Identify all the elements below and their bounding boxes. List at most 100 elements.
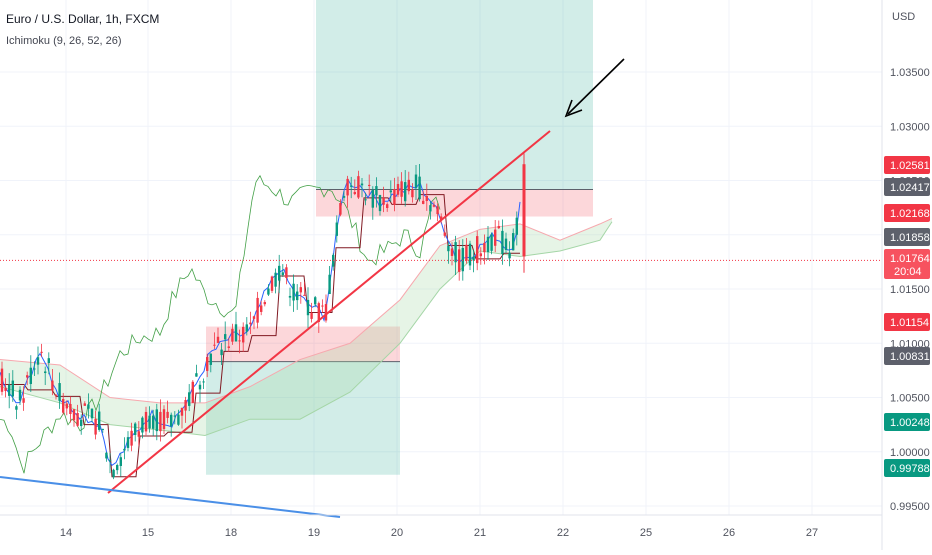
candle-body: [400, 181, 403, 197]
candle-body: [418, 176, 421, 200]
price-badge-label: 1.02581: [890, 160, 930, 172]
price-badge: [884, 204, 930, 222]
price-badge-label: 1.02417: [890, 182, 930, 194]
candle-body: [292, 283, 295, 301]
candle-body: [224, 334, 227, 340]
time-tick-label: 26: [723, 527, 735, 539]
candle-body: [432, 205, 436, 207]
candle-body: [155, 409, 158, 432]
time-tick-label: 21: [474, 527, 486, 539]
candle-body: [450, 248, 454, 256]
candle-body: [267, 288, 270, 295]
candle-body: [303, 294, 306, 296]
price-badge: [884, 313, 930, 331]
candle-body: [202, 381, 205, 383]
price-badge-label: 1.01154: [890, 317, 929, 329]
candle-body: [198, 384, 202, 390]
candle-body: [234, 324, 238, 342]
candle-body: [465, 244, 468, 261]
indicator-label[interactable]: Ichimoku (9, 26, 52, 26): [6, 35, 122, 47]
candle-body: [242, 326, 245, 343]
time-tick-label: 14: [60, 527, 72, 539]
candle-body: [191, 381, 194, 403]
time-tick-label: 25: [640, 527, 652, 539]
arrow-annotation: [567, 58, 625, 115]
candle-body: [335, 222, 338, 236]
candle-body: [324, 304, 328, 321]
candle-body: [371, 189, 374, 208]
candle-body: [422, 200, 425, 204]
time-tick-label: 20: [391, 527, 403, 539]
candle-body: [209, 353, 212, 365]
price-badge: [884, 413, 930, 431]
candle-body: [76, 412, 79, 426]
candle-body: [288, 295, 292, 298]
target-zone-lower: [206, 361, 400, 475]
candle-body: [148, 415, 151, 429]
price-tick-label: 1.00000: [890, 447, 930, 459]
candle-body: [389, 190, 392, 193]
candle-body: [173, 415, 176, 417]
candle-body: [245, 324, 248, 332]
candle-body: [256, 297, 259, 323]
candle-body: [18, 389, 22, 401]
candle-body: [51, 380, 54, 391]
candle-body: [8, 384, 11, 396]
candle-body: [98, 411, 101, 430]
candle-body: [101, 428, 104, 430]
price-badge: [884, 459, 930, 477]
ichimoku-cloud: [0, 218, 612, 436]
candle-body: [508, 252, 511, 259]
senkou-a-line: [0, 218, 613, 404]
candle-body: [436, 206, 439, 215]
candle-body: [188, 392, 191, 406]
candle-body: [497, 226, 500, 229]
chart-title[interactable]: Euro / U.S. Dollar, 1h, FXCM: [6, 12, 160, 26]
price-tick-label: 1.01500: [890, 284, 930, 296]
candle-body: [285, 267, 288, 278]
candle-body: [317, 303, 320, 322]
candle-body: [213, 344, 216, 346]
candle-body: [494, 229, 497, 246]
candle-body: [407, 179, 410, 192]
time-tick-label: 27: [806, 527, 818, 539]
candle-body: [36, 357, 40, 365]
candle-body: [137, 431, 140, 437]
candle-body: [159, 411, 162, 432]
candle-body: [54, 394, 58, 396]
candle-body: [220, 349, 223, 356]
price-badge-countdown: 20:04: [894, 266, 922, 278]
kijun-line: [0, 194, 520, 478]
candle-body: [357, 176, 360, 198]
candle-body: [443, 232, 446, 236]
candle-body: [33, 368, 36, 370]
tenkan-line: [0, 178, 521, 466]
candle-body: [274, 272, 277, 287]
candle-body: [364, 199, 367, 201]
candle-body: [72, 409, 76, 421]
candle-body: [490, 234, 493, 251]
candle-body: [170, 414, 173, 427]
candle-body: [108, 459, 112, 461]
candle-body: [144, 411, 148, 432]
arrow-head: [564, 99, 583, 118]
candle-body: [112, 469, 115, 478]
candle-body: [0, 368, 4, 392]
time-tick-label: 15: [142, 527, 154, 539]
candle-body: [342, 196, 346, 198]
trendline-up: [107, 130, 551, 494]
candle-body: [94, 418, 97, 435]
candle-body: [166, 411, 169, 418]
target-zone-upper: [316, 0, 593, 190]
candle-body: [522, 164, 526, 257]
candle-body: [80, 419, 83, 427]
candle-body: [378, 195, 382, 212]
candle-body: [386, 204, 389, 208]
candle-body: [62, 398, 65, 413]
price-tick-label: 1.03500: [890, 67, 930, 79]
candle-body: [227, 346, 230, 348]
candle-body: [123, 448, 126, 451]
price-badge-label: 1.00248: [890, 417, 930, 429]
